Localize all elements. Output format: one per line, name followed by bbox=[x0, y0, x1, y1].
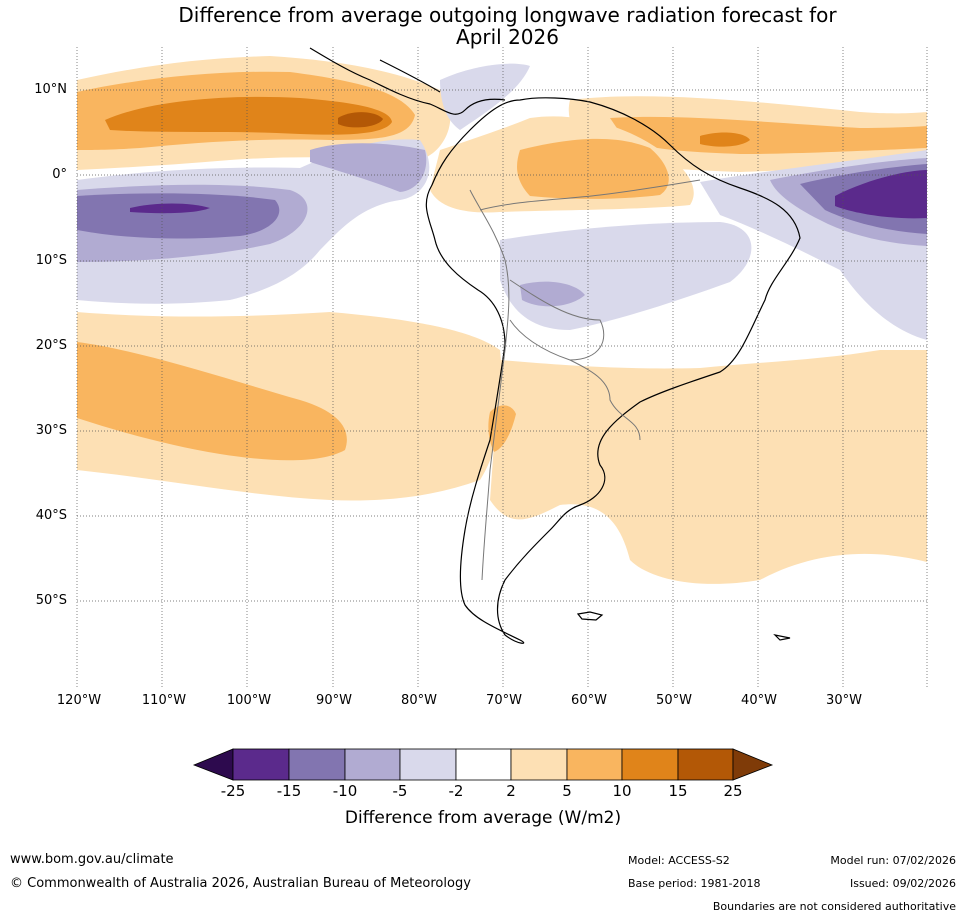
model-run-date: Model run: 07/02/2026 bbox=[830, 854, 956, 867]
lon-label-70w: 70°W bbox=[486, 693, 522, 708]
south-georgia bbox=[773, 634, 791, 641]
coastlines bbox=[309, 47, 801, 644]
colorbar-tick-label: -10 bbox=[332, 782, 358, 800]
colorbar-tick-label: -15 bbox=[276, 782, 302, 800]
lat-label-10s: 10°S bbox=[35, 253, 67, 268]
neg10-equatorial-band bbox=[77, 193, 280, 239]
colorbar-tick-label: 15 bbox=[668, 782, 688, 800]
pos2-southern-cone bbox=[490, 350, 927, 584]
falkland-islands bbox=[576, 611, 604, 621]
border-paraguay bbox=[569, 359, 641, 441]
caribbean-coast bbox=[379, 59, 441, 93]
colorbar-tick-label: -5 bbox=[392, 782, 408, 800]
colorbar-tick-label: 2 bbox=[506, 782, 516, 800]
colorbar-label: Difference from average (W/m2) bbox=[344, 808, 622, 828]
lat-label-10n: 10°N bbox=[34, 82, 67, 97]
lon-label-110w: 110°W bbox=[141, 693, 187, 708]
neg-near-galapagos bbox=[310, 143, 427, 192]
pos10-atlantic-core bbox=[700, 132, 750, 147]
model-name: Model: ACCESS-S2 bbox=[628, 854, 730, 867]
pos5-north-south-america bbox=[517, 138, 669, 199]
lat-label-20s: 20°S bbox=[35, 338, 67, 353]
pos5-band-atlantic bbox=[610, 116, 927, 154]
colorbar-tick-label: 25 bbox=[723, 782, 743, 800]
lat-label-0: 0° bbox=[52, 167, 67, 182]
lat-label-30s: 30°S bbox=[35, 423, 67, 438]
lat-label-50s: 50°S bbox=[35, 593, 67, 608]
colorbar-tick-label: 5 bbox=[562, 782, 572, 800]
boundaries-disclaimer: Boundaries are not considered authoritat… bbox=[712, 900, 956, 913]
border-bolivia bbox=[509, 279, 605, 361]
gridlines bbox=[76, 47, 928, 687]
south-america-coastline bbox=[425, 97, 801, 644]
lon-label-120w: 120°W bbox=[56, 693, 102, 708]
map-title: Difference from average outgoing longwav… bbox=[0, 4, 965, 48]
title-line-1: Difference from average outgoing longwav… bbox=[178, 3, 837, 27]
colorbar-tick-label: 10 bbox=[612, 782, 632, 800]
base-period: Base period: 1981-2018 bbox=[628, 877, 761, 890]
neg15-east-atlantic-core bbox=[835, 170, 927, 219]
colorbar-tick-label: -2 bbox=[448, 782, 464, 800]
neg5-interior-patch bbox=[520, 281, 585, 307]
neg2-interior-brazil bbox=[500, 222, 752, 330]
colorbar-tick-label: -25 bbox=[220, 782, 246, 800]
copyright-notice: © Commonwealth of Australia 2026, Austra… bbox=[10, 876, 471, 891]
central-america-coastline bbox=[309, 47, 506, 115]
lon-label-90w: 90°W bbox=[316, 693, 352, 708]
lon-label-30w: 30°W bbox=[826, 693, 862, 708]
pos5-andes-patch bbox=[488, 405, 516, 452]
lat-label-40s: 40°S bbox=[35, 508, 67, 523]
title-line-2: April 2026 bbox=[456, 25, 559, 49]
pos15-core-north bbox=[338, 112, 383, 128]
pos2-small-east-pacific bbox=[77, 155, 130, 168]
lon-label-60w: 60°W bbox=[571, 693, 607, 708]
anomaly-fields bbox=[77, 56, 927, 584]
issued-date: Issued: 09/02/2026 bbox=[849, 877, 956, 890]
border-amazon bbox=[479, 179, 701, 211]
lon-label-40w: 40°W bbox=[741, 693, 777, 708]
pos10-band-north bbox=[105, 96, 392, 135]
lon-label-50w: 50°W bbox=[656, 693, 692, 708]
border-andes bbox=[469, 189, 510, 581]
lon-label-100w: 100°W bbox=[226, 693, 272, 708]
neg15-equatorial-core bbox=[130, 203, 210, 214]
pos5-southeast-pacific bbox=[77, 342, 347, 461]
website-link[interactable]: www.bom.gov.au/climate bbox=[10, 852, 174, 867]
lon-label-80w: 80°W bbox=[401, 693, 437, 708]
neg-central-america bbox=[440, 63, 530, 131]
country-borders bbox=[469, 179, 701, 581]
